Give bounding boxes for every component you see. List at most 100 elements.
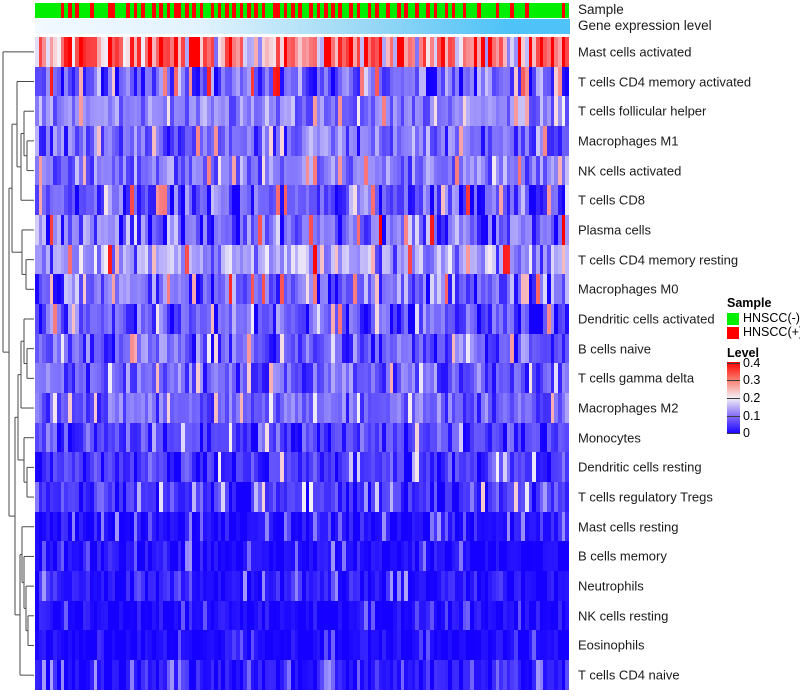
heatmap-cell	[345, 274, 350, 305]
heatmap-cell	[506, 155, 511, 186]
heatmap-cell	[203, 660, 207, 690]
heatmap-cell	[228, 304, 233, 334]
heatmap-cell	[261, 660, 266, 690]
heatmap-cell	[301, 600, 306, 631]
heatmap-cell	[86, 66, 90, 97]
heatmap-cell	[162, 333, 167, 364]
heatmap-cell	[550, 393, 555, 423]
heatmap-cell	[188, 422, 193, 453]
heatmap-cell	[126, 215, 131, 245]
heatmap-cell	[188, 274, 193, 305]
heatmap-cell	[53, 333, 57, 364]
heatmap-cell	[217, 304, 222, 334]
heatmap-cell	[345, 541, 350, 572]
heatmap-cell	[470, 185, 474, 216]
heatmap-cell	[93, 96, 98, 127]
heatmap-cell	[71, 422, 76, 453]
heatmap-cell	[349, 37, 354, 67]
heatmap-cell	[532, 155, 536, 186]
heatmap-cell	[554, 600, 558, 631]
heatmap-cell	[513, 185, 518, 216]
heatmap-cell	[195, 571, 200, 601]
heatmap-cell	[360, 422, 365, 453]
heatmap-cell	[108, 126, 112, 156]
heatmap-cell	[45, 66, 50, 97]
heatmap-cell	[130, 304, 134, 334]
sample-annotation-cell	[492, 3, 496, 18]
heatmap-cell	[290, 37, 295, 67]
heatmap-cell	[561, 215, 566, 245]
heatmap-cell	[418, 155, 423, 186]
heatmap-cell	[327, 215, 332, 245]
heatmap-cell	[206, 393, 211, 423]
heatmap-cell	[393, 630, 397, 661]
heatmap-cell	[407, 393, 412, 423]
heatmap-cell	[503, 126, 507, 156]
heatmap-cell	[499, 393, 503, 423]
heatmap-cell	[426, 452, 430, 483]
heatmap-cell	[298, 630, 302, 661]
heatmap-cell	[203, 185, 207, 216]
sample-annotation-cell	[86, 3, 90, 18]
heatmap-cell	[499, 482, 503, 512]
heatmap-cell	[477, 155, 482, 186]
heatmap-cell	[214, 541, 218, 572]
heatmap-cell	[111, 126, 116, 156]
heatmap-cell	[334, 511, 339, 542]
heatmap-cell	[236, 244, 240, 275]
heatmap-cell	[217, 541, 222, 572]
heatmap-cell	[364, 155, 368, 186]
heatmap-cell	[481, 393, 485, 423]
heatmap-cell	[195, 304, 200, 334]
heatmap-cell	[517, 304, 522, 334]
heatmap-cell	[283, 600, 288, 631]
heatmap-cell	[327, 422, 332, 453]
heatmap-cell	[188, 571, 193, 601]
heatmap-cell	[495, 304, 500, 334]
heatmap-cell	[276, 155, 280, 186]
heatmap-cell	[312, 630, 317, 661]
heatmap-cell	[389, 482, 394, 512]
heatmap-cell	[429, 482, 434, 512]
heatmap-cell	[225, 37, 229, 67]
heatmap-cell	[426, 571, 430, 601]
heatmap-cell	[506, 511, 511, 542]
heatmap-cell	[148, 155, 152, 186]
heatmap-cell	[192, 511, 196, 542]
heatmap-cell	[254, 126, 259, 156]
heatmap-cell	[404, 393, 408, 423]
heatmap-cell	[499, 215, 503, 245]
heatmap-cell	[466, 244, 471, 275]
sample-annotation-cell	[166, 3, 171, 18]
heatmap-cell	[375, 571, 379, 601]
heatmap-cell	[338, 363, 343, 394]
heatmap-cell	[111, 511, 116, 542]
heatmap-cell	[499, 541, 503, 572]
heatmap-cell	[360, 482, 365, 512]
heatmap-cell	[272, 511, 277, 542]
heatmap-cell	[214, 482, 218, 512]
heatmap-cell	[473, 452, 478, 483]
heatmap-cell	[56, 630, 61, 661]
heatmap-cell	[301, 185, 306, 216]
sample-annotation-cell	[367, 3, 372, 18]
heatmap-cell	[506, 393, 511, 423]
heatmap-cell	[459, 244, 463, 275]
heatmap-cell	[111, 244, 116, 275]
heatmap-cell	[338, 37, 343, 67]
heatmap-cell	[444, 244, 449, 275]
heatmap-cell	[243, 96, 248, 127]
heatmap-cell	[426, 155, 430, 186]
heatmap-cell	[415, 660, 419, 690]
heatmap-cell	[364, 452, 368, 483]
heatmap-cell	[100, 333, 105, 364]
heatmap-cell	[481, 37, 485, 67]
heatmap-cell	[60, 363, 65, 394]
heatmap-cell	[53, 482, 57, 512]
heatmap-cell	[543, 600, 547, 631]
heatmap-cell	[448, 37, 452, 67]
heatmap-cell	[108, 185, 112, 216]
heatmap-cell	[557, 600, 562, 631]
heatmap-cell	[524, 600, 529, 631]
heatmap-cell	[232, 333, 237, 364]
